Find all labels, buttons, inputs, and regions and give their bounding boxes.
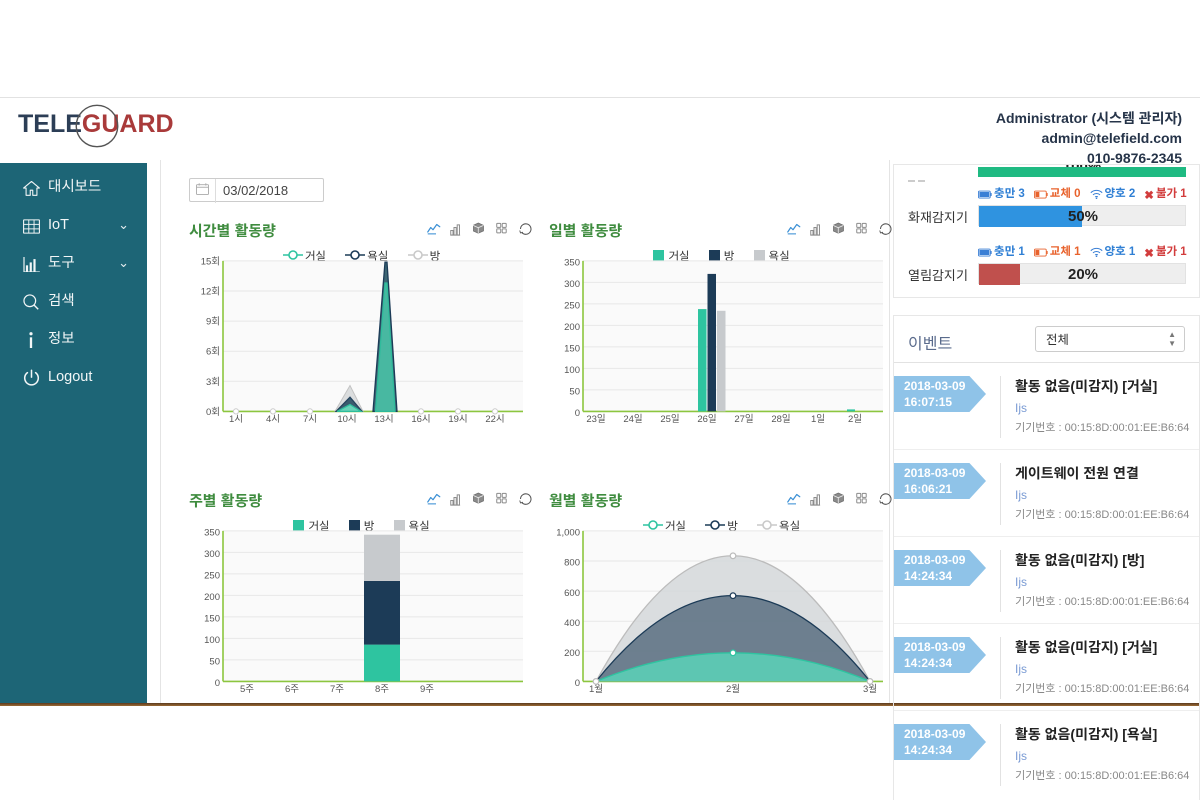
svg-text:200: 200 [564,648,580,659]
svg-text:150: 150 [564,344,580,355]
svg-text:300: 300 [204,549,220,560]
svg-text:2월: 2월 [726,683,740,695]
svg-text:6주: 6주 [285,684,299,695]
svg-text:3회: 3회 [206,377,220,388]
svg-text:250: 250 [564,301,580,312]
svg-text:28일: 28일 [771,414,790,425]
svg-text:2일: 2일 [848,414,862,425]
svg-text:50: 50 [569,387,580,398]
svg-text:25일: 25일 [660,414,679,425]
svg-text:6회: 6회 [206,347,220,358]
svg-text:200: 200 [564,322,580,333]
svg-text:600: 600 [564,588,580,599]
svg-text:4시: 4시 [266,414,280,425]
svg-text:7주: 7주 [330,684,344,695]
svg-text:100: 100 [204,635,220,646]
svg-text:100: 100 [564,365,580,376]
svg-text:0: 0 [215,678,220,689]
svg-text:19시: 19시 [448,414,467,425]
svg-text:1,000: 1,000 [556,528,580,539]
svg-text:350: 350 [204,528,220,539]
svg-text:150: 150 [204,614,220,625]
svg-text:300: 300 [564,279,580,290]
svg-text:27일: 27일 [734,414,753,425]
svg-text:50: 50 [209,657,220,668]
svg-text:9회: 9회 [206,317,220,328]
svg-text:5주: 5주 [240,684,254,695]
svg-text:8주: 8주 [375,684,389,695]
svg-text:400: 400 [564,618,580,629]
svg-text:24일: 24일 [623,414,642,425]
svg-text:1시: 1시 [229,414,243,425]
svg-text:1일: 1일 [811,414,825,425]
svg-text:200: 200 [204,592,220,603]
svg-text:0: 0 [575,678,580,689]
svg-text:350: 350 [564,258,580,269]
svg-text:0: 0 [575,408,580,419]
svg-text:9주: 9주 [420,684,434,695]
svg-text:13시: 13시 [374,414,393,425]
svg-text:22시: 22시 [485,414,504,425]
svg-text:800: 800 [564,558,580,569]
svg-text:10시: 10시 [337,414,356,425]
svg-text:12회: 12회 [201,287,220,298]
svg-text:15회: 15회 [201,256,220,267]
svg-text:16시: 16시 [411,414,430,425]
svg-text:26일: 26일 [697,414,716,425]
svg-text:7시: 7시 [303,414,317,425]
svg-text:0회: 0회 [206,407,220,418]
svg-text:250: 250 [204,571,220,582]
svg-text:23일: 23일 [586,414,605,425]
